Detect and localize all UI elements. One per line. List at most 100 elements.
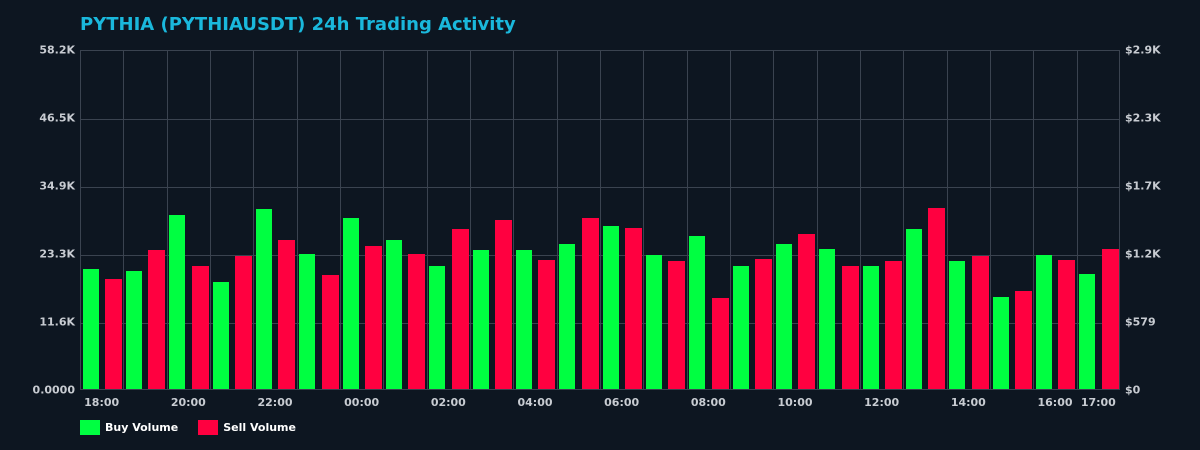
v-gridline: [340, 51, 341, 389]
v-gridline: [123, 51, 125, 389]
buy-bar[interactable]: [429, 265, 446, 389]
v-gridline: [816, 51, 818, 389]
buy-bar[interactable]: [255, 209, 272, 389]
buy-bar[interactable]: [342, 217, 359, 389]
sell-bar[interactable]: [755, 258, 772, 389]
v-gridline: [470, 51, 471, 389]
x-tick-label: 22:00: [257, 396, 293, 409]
y-tick-left: 58.2K: [39, 43, 75, 57]
buy-bar[interactable]: [385, 240, 402, 389]
y-tick-right: $1.2K: [1125, 247, 1161, 261]
sell-bar[interactable]: [668, 261, 686, 389]
x-tick-label: 20:00: [170, 396, 206, 409]
y-tick-right: $579: [1125, 315, 1156, 329]
buy-bar[interactable]: [472, 249, 489, 389]
sell-bar[interactable]: [191, 265, 209, 389]
buy-bar[interactable]: [82, 269, 99, 389]
buy-bar[interactable]: [992, 297, 1009, 389]
sell-bar[interactable]: [278, 240, 296, 389]
v-gridline: [1033, 51, 1035, 389]
sell-bar[interactable]: [235, 255, 252, 389]
sell-bar[interactable]: [1101, 248, 1119, 389]
v-gridline: [166, 51, 168, 389]
y-tick-right: $2.3K: [1125, 111, 1161, 125]
sell-bar[interactable]: [1015, 290, 1032, 389]
buy-bar[interactable]: [819, 248, 836, 389]
legend-item-sell[interactable]: Sell Volume: [198, 420, 296, 435]
v-gridline: [296, 51, 298, 389]
buy-bar[interactable]: [905, 228, 922, 389]
v-gridline: [903, 51, 905, 389]
buy-bar[interactable]: [515, 249, 532, 389]
buy-bar[interactable]: [689, 235, 706, 389]
y-tick-left: 11.6K: [39, 315, 75, 329]
sell-bar[interactable]: [321, 275, 339, 389]
sell-bar[interactable]: [105, 279, 122, 389]
v-gridline: [990, 51, 991, 389]
legend: Buy Volume Sell Volume: [80, 420, 316, 435]
sell-bar[interactable]: [1058, 259, 1076, 389]
y-tick-right: $1.7K: [1125, 179, 1161, 193]
buy-bar[interactable]: [645, 255, 662, 389]
buy-bar[interactable]: [1079, 273, 1096, 389]
v-gridline: [686, 51, 688, 389]
buy-bar[interactable]: [775, 244, 792, 389]
sell-bar[interactable]: [451, 228, 469, 389]
sell-swatch-icon: [198, 420, 219, 435]
v-gridline: [946, 51, 948, 389]
sell-bar[interactable]: [495, 220, 512, 389]
sell-bar[interactable]: [928, 207, 946, 389]
sell-bar[interactable]: [538, 259, 556, 389]
buy-bar[interactable]: [169, 214, 186, 389]
v-gridline: [860, 51, 861, 389]
v-gridline: [210, 51, 211, 389]
v-gridline: [1076, 51, 1078, 389]
x-tick-label: 16:00: [1037, 396, 1073, 409]
sell-bar[interactable]: [148, 249, 166, 389]
x-tick-label: 04:00: [517, 396, 553, 409]
buy-bar[interactable]: [559, 244, 576, 389]
plot-area: [80, 50, 1120, 390]
buy-bar[interactable]: [862, 265, 879, 389]
sell-bar[interactable]: [798, 234, 816, 389]
legend-label-sell: Sell Volume: [223, 421, 296, 434]
x-tick-label: 00:00: [344, 396, 380, 409]
y-tick-right: $0: [1125, 383, 1141, 397]
v-gridline: [556, 51, 558, 389]
x-tick-label: 12:00: [864, 396, 900, 409]
x-tick-label: 06:00: [604, 396, 640, 409]
sell-bar[interactable]: [971, 255, 989, 389]
y-tick-right: $2.9K: [1125, 43, 1161, 57]
x-tick-label: 02:00: [430, 396, 466, 409]
sell-bar[interactable]: [625, 227, 642, 389]
sell-bar[interactable]: [365, 245, 382, 389]
x-tick-label: 18:00: [84, 396, 120, 409]
buy-bar[interactable]: [602, 226, 619, 389]
x-tick-label: 14:00: [950, 396, 986, 409]
sell-bar[interactable]: [711, 297, 729, 389]
buy-bar[interactable]: [299, 254, 316, 389]
y-tick-left: 23.3K: [39, 247, 75, 261]
legend-item-buy[interactable]: Buy Volume: [80, 420, 178, 435]
sell-bar[interactable]: [408, 254, 426, 389]
sell-bar[interactable]: [581, 217, 599, 389]
legend-label-buy: Buy Volume: [105, 421, 179, 434]
chart-title: PYTHIA (PYTHIAUSDT) 24h Trading Activity: [80, 14, 516, 35]
x-tick-label: 10:00: [777, 396, 813, 409]
sell-bar[interactable]: [841, 265, 859, 389]
y-tick-left: 46.5K: [39, 111, 75, 125]
v-gridline: [513, 51, 515, 389]
buy-bar[interactable]: [1035, 255, 1052, 389]
y-tick-left: 34.9K: [39, 179, 75, 193]
buy-bar[interactable]: [125, 271, 142, 389]
buy-bar[interactable]: [949, 261, 966, 389]
y-tick-left: 0.0000: [32, 383, 75, 397]
x-tick-label: 17:00: [1080, 396, 1116, 409]
v-gridline: [383, 51, 385, 389]
sell-bar[interactable]: [885, 261, 902, 389]
v-gridline: [253, 51, 255, 389]
buy-bar[interactable]: [732, 265, 749, 389]
x-tick-label: 08:00: [690, 396, 726, 409]
v-gridline: [643, 51, 645, 389]
buy-bar[interactable]: [212, 282, 229, 389]
